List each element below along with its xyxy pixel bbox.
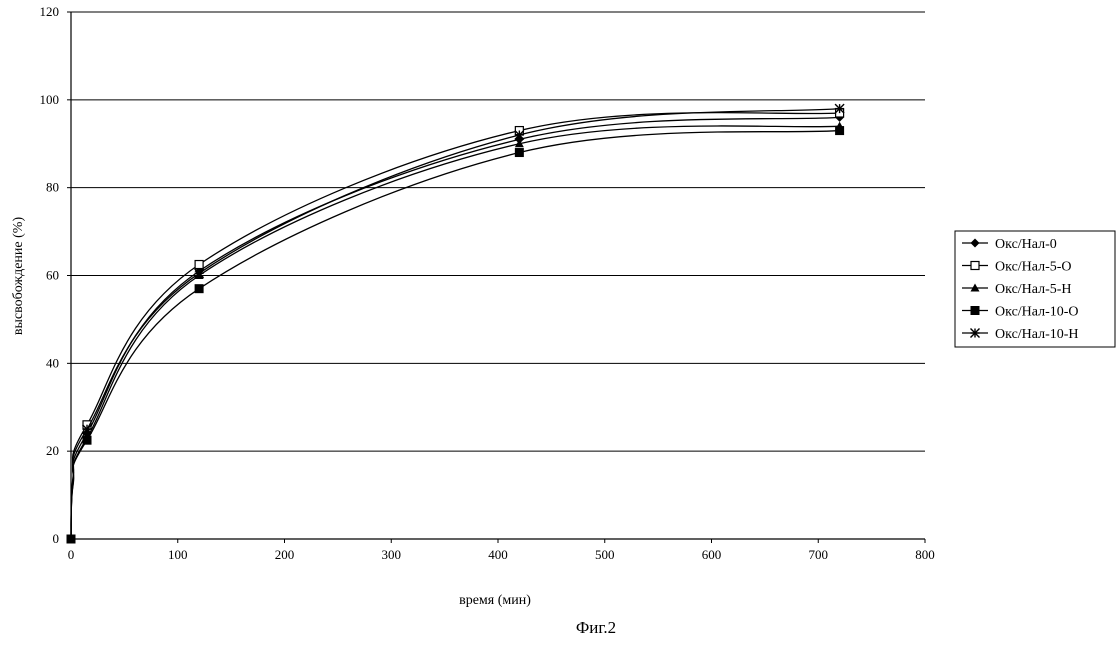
legend-swatch-marker bbox=[970, 306, 980, 315]
data-point bbox=[194, 259, 204, 270]
legend-item: Окс/Нал-10-Н bbox=[962, 327, 1079, 342]
x-tick-label: 800 bbox=[915, 547, 935, 562]
x-tick-label: 300 bbox=[382, 547, 402, 562]
series-2 bbox=[70, 108, 845, 540]
data-point bbox=[834, 103, 845, 114]
marker-square-open bbox=[194, 259, 204, 270]
marker-square-filled bbox=[194, 284, 204, 294]
legend-item: Окс/Нал-10-О bbox=[962, 305, 1079, 320]
data-point-origin bbox=[66, 534, 76, 544]
x-tick-label: 400 bbox=[488, 547, 508, 562]
figure-caption: Фиг.2 bbox=[576, 618, 616, 637]
x-tick-label: 100 bbox=[168, 547, 188, 562]
legend-label: Окс/Нал-5-О bbox=[995, 260, 1072, 275]
data-point bbox=[514, 129, 525, 140]
legend-label: Окс/Нал-5-Н bbox=[995, 282, 1072, 297]
y-tick-label: 40 bbox=[46, 355, 59, 370]
series-line bbox=[70, 129, 840, 540]
data-point bbox=[82, 424, 93, 435]
legend: Окс/Нал-0 Окс/Нал-5-О Окс/Нал-5-Н Окс/Нал-1… bbox=[954, 230, 1116, 348]
gridlines bbox=[71, 11, 925, 452]
marker-diamond bbox=[970, 238, 980, 248]
x-tick-label: 700 bbox=[809, 547, 829, 562]
series-line bbox=[70, 112, 840, 540]
series-line bbox=[70, 107, 840, 540]
y-tick-labels: 0 20 40 60 80 100 120 bbox=[40, 4, 60, 546]
data-point bbox=[835, 126, 845, 136]
series-1 bbox=[70, 112, 845, 540]
legend-label: Окс/Нал-0 bbox=[995, 237, 1057, 252]
data-point bbox=[194, 284, 204, 294]
x-tick-label: 500 bbox=[595, 547, 615, 562]
data-point bbox=[82, 435, 92, 445]
x-tick-labels: 0 100 200 300 400 500 600 700 800 bbox=[68, 547, 935, 562]
y-tick-label: 120 bbox=[40, 4, 60, 19]
y-tick-label: 100 bbox=[40, 92, 60, 107]
x-tick-label: 600 bbox=[702, 547, 722, 562]
legend-item: Окс/Нал-5-О bbox=[962, 260, 1072, 275]
marker-triangle bbox=[514, 139, 524, 148]
legend-swatch-marker bbox=[970, 328, 980, 338]
legend-swatch-marker bbox=[970, 260, 980, 271]
series-3 bbox=[70, 121, 845, 540]
data-point bbox=[194, 268, 205, 279]
marker-square-filled bbox=[66, 534, 76, 544]
axes bbox=[67, 11, 926, 543]
legend-label: Окс/Нал-10-Н bbox=[995, 327, 1079, 342]
data-point bbox=[514, 139, 524, 148]
data-point bbox=[514, 148, 524, 158]
legend-label: Окс/Нал-10-О bbox=[995, 305, 1079, 320]
x-tick-label: 200 bbox=[275, 547, 295, 562]
x-axis-label: время (мин) bbox=[459, 593, 531, 608]
series-5 bbox=[70, 103, 845, 540]
legend-swatch-marker bbox=[970, 238, 980, 248]
marker-square-filled bbox=[970, 306, 980, 315]
y-tick-label: 0 bbox=[53, 531, 60, 546]
y-axis-label: высвобождение (%) bbox=[11, 217, 26, 336]
series-line bbox=[70, 116, 840, 540]
y-tick-label: 80 bbox=[46, 180, 59, 195]
x-tick-label: 0 bbox=[68, 547, 75, 562]
y-tick-label: 60 bbox=[46, 268, 59, 283]
y-tick-label: 20 bbox=[46, 443, 59, 458]
marker-square-filled bbox=[82, 435, 92, 445]
marker-triangle bbox=[970, 283, 980, 292]
legend-swatch-marker bbox=[970, 283, 980, 292]
legend-item: Окс/Нал-0 bbox=[962, 237, 1057, 252]
marker-square-open bbox=[970, 260, 980, 271]
marker-square-filled bbox=[514, 148, 524, 158]
series-lines bbox=[66, 103, 845, 544]
legend-item: Окс/Нал-5-Н bbox=[962, 282, 1072, 297]
legend-box bbox=[954, 230, 1116, 348]
marker-square-filled bbox=[835, 126, 845, 136]
